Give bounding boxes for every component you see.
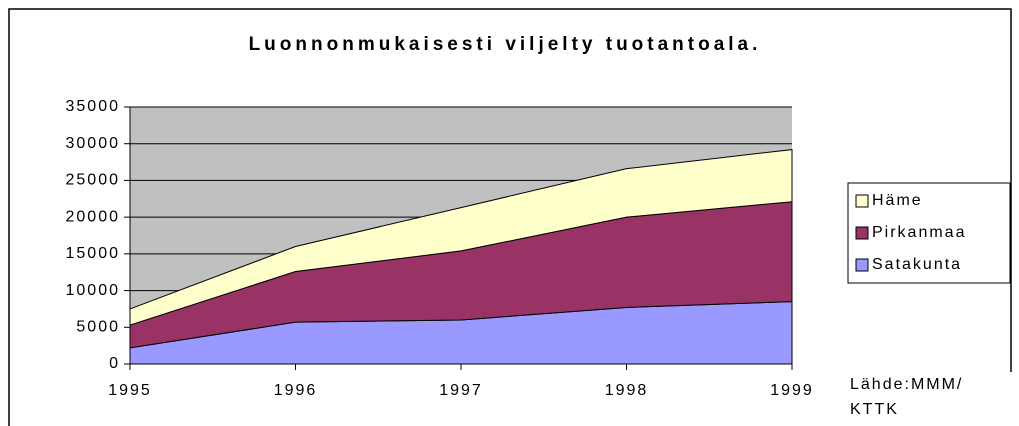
source-line: Lähde:MMM/ [850,376,963,393]
legend-swatch [855,226,869,240]
legend-swatch [855,258,869,272]
legend-label: Satakunta [872,256,962,273]
x-tick-label: 1997 [439,382,483,399]
frame [8,8,1012,426]
y-tick-label: 25000 [66,172,121,189]
x-tick-label: 1996 [274,382,318,399]
y-tick-label: 0 [109,355,120,372]
y-tick-label: 30000 [66,135,121,152]
source-line: KTTK [850,401,899,418]
legend-label: Pirkanmaa [872,224,966,241]
chart-title: Luonnonmukaisesti viljelty tuotantoala. [249,34,762,55]
legend-label: Häme [872,192,923,209]
y-tick-label: 5000 [76,319,120,336]
legend-swatch [855,194,869,208]
y-tick-label: 10000 [66,282,121,299]
x-tick-label: 1995 [108,382,152,399]
y-tick-label: 20000 [66,208,121,225]
x-tick-label: 1998 [605,382,649,399]
y-tick-label: 35000 [66,98,121,115]
legend-box [847,182,1011,284]
area [129,149,793,326]
y-tick-label: 15000 [66,245,121,262]
x-tick-label: 1999 [770,382,814,399]
